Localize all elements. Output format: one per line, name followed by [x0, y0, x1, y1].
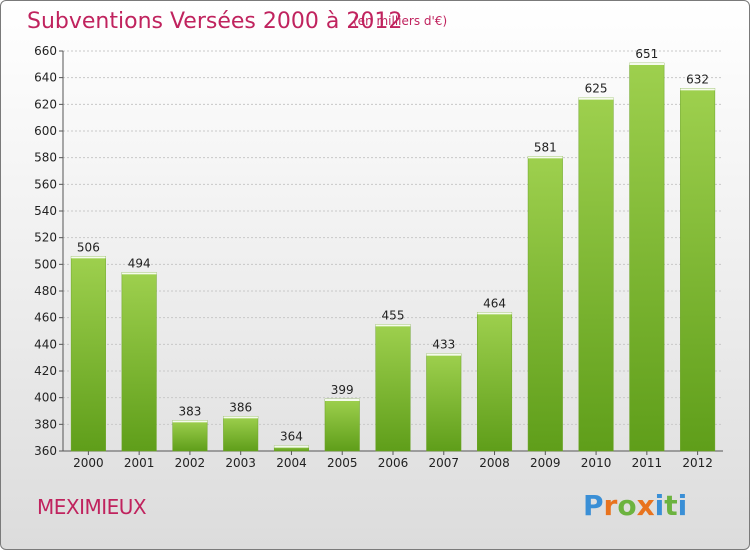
data-label: 386: [229, 400, 252, 414]
x-tick-label: 2003: [225, 456, 256, 470]
bar: [70, 256, 106, 452]
bar-highlight: [680, 88, 715, 91]
data-label: 506: [77, 240, 100, 254]
bar-highlight: [629, 63, 665, 65]
bar: [426, 353, 462, 452]
data-label: 464: [483, 296, 506, 310]
y-tick-label: 660: [34, 44, 57, 58]
y-tick-label: 380: [34, 417, 57, 431]
x-tick-label: 2000: [73, 456, 104, 470]
y-tick-label: 600: [34, 124, 57, 138]
logo-letter: x: [636, 489, 655, 522]
x-tick-label: 2009: [530, 456, 561, 470]
bar-highlight: [578, 97, 614, 100]
y-tick-label: 640: [34, 71, 57, 85]
data-label: 433: [432, 338, 455, 352]
y-tick-label: 580: [34, 151, 57, 165]
data-label: 383: [178, 404, 201, 418]
x-tick-label: 2008: [479, 456, 510, 470]
data-label: 651: [635, 47, 658, 61]
logo-letter: P: [583, 489, 604, 522]
bar: [172, 420, 208, 452]
y-tick-label: 620: [34, 97, 57, 111]
bar: [477, 312, 513, 452]
data-label: 494: [128, 256, 151, 270]
chart-subtitle: (en milliers d'€): [353, 14, 448, 28]
bar-highlight: [375, 324, 411, 327]
y-tick-label: 440: [34, 337, 57, 351]
commune-name: MEXIMIEUX: [37, 495, 147, 519]
data-label: 455: [382, 308, 405, 322]
bar-highlight: [223, 416, 258, 419]
x-tick-label: 2005: [327, 456, 358, 470]
bar-highlight: [528, 156, 563, 159]
x-tick-label: 2004: [276, 456, 307, 470]
bar-highlight: [324, 399, 360, 401]
data-label: 581: [534, 140, 557, 154]
bar-highlight: [274, 445, 309, 448]
bar-highlight: [477, 312, 512, 315]
x-tick-label: 2002: [175, 456, 206, 470]
data-label: 625: [585, 82, 608, 96]
proxiti-logo: Proxiti: [583, 489, 687, 522]
y-tick-label: 560: [34, 177, 57, 191]
y-tick-label: 420: [34, 364, 57, 378]
y-tick-label: 400: [34, 391, 57, 405]
x-tick-label: 2010: [581, 456, 612, 470]
x-tick-label: 2012: [682, 456, 713, 470]
bar: [324, 398, 360, 452]
bar: [223, 416, 259, 452]
y-tick-label: 360: [34, 444, 57, 458]
data-label: 399: [331, 383, 354, 397]
logo-letter: r: [603, 489, 618, 522]
logo-letter: i: [654, 489, 665, 522]
bar: [680, 88, 716, 452]
bar: [375, 324, 411, 452]
bar: [578, 97, 614, 452]
logo-letter: t: [664, 489, 678, 522]
y-tick-label: 520: [34, 231, 57, 245]
y-tick-label: 500: [34, 257, 57, 271]
y-tick-label: 480: [34, 284, 57, 298]
labels: 360 380 400 420 440 460 480 500 520 540 560 580 600 6…: [34, 44, 713, 470]
data-label: 632: [686, 72, 709, 86]
bar-highlight: [71, 256, 106, 259]
y-tick-label: 460: [34, 311, 57, 325]
x-tick-label: 2006: [378, 456, 409, 470]
y-tick-label: 540: [34, 204, 57, 218]
chart-title: Subventions Versées 2000 à 2012: [27, 9, 403, 34]
bar: [629, 62, 665, 452]
bars: [70, 62, 716, 452]
bar: [527, 156, 563, 452]
x-tick-label: 2001: [124, 456, 155, 470]
data-label: 364: [280, 430, 303, 444]
x-tick-label: 2011: [632, 456, 663, 470]
bar-highlight: [121, 272, 157, 275]
bar-highlight: [426, 353, 462, 356]
logo-letter: o: [617, 489, 637, 522]
bar-highlight: [172, 420, 208, 423]
logo-letter: i: [677, 489, 688, 522]
bar: [121, 272, 157, 452]
x-tick-label: 2007: [428, 456, 459, 470]
